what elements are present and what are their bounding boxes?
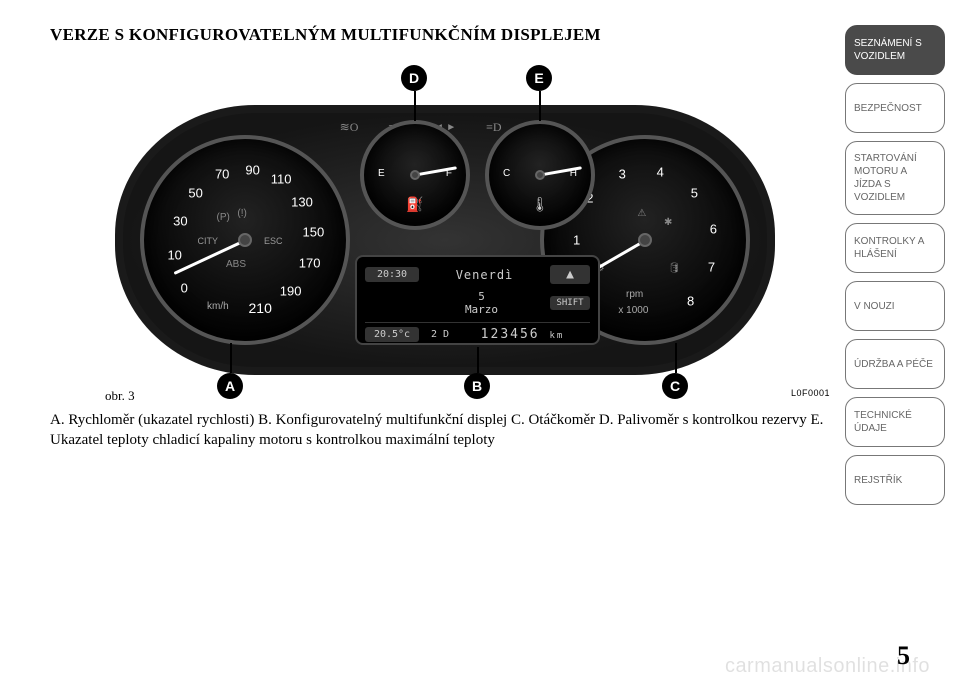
tab-index[interactable]: REJSTŘÍK (845, 455, 945, 505)
coolant-temp-icon: 🌡 (531, 197, 549, 214)
up-arrow-icon: ▲ (550, 265, 590, 284)
lcd-clock: 20:30 (365, 267, 419, 282)
tab-maintenance[interactable]: ÚDRŽBA A PÉČE (845, 339, 945, 389)
low-beam-icon: ≡D (486, 120, 501, 135)
handbrake-icon: (P) (217, 212, 230, 223)
chapter-tabs: SEZNÁMENÍ S VOZIDLEM BEZPEČNOST STARTOVÁ… (845, 25, 945, 513)
tab-safety[interactable]: BEZPEČNOST (845, 83, 945, 133)
tab-vehicle-intro[interactable]: SEZNÁMENÍ S VOZIDLEM (845, 25, 945, 75)
tab-emergency[interactable]: V NOUZI (845, 281, 945, 331)
figure-label: obr. 3 (105, 388, 135, 404)
lcd-gear: 2 D (425, 329, 455, 340)
fuel-pump-icon: ⛽ (406, 197, 423, 214)
tab-warning-lights[interactable]: KONTROLKY A HLÁŠENÍ (845, 223, 945, 273)
lcd-odometer: 123456 (481, 327, 540, 342)
brake-icon: (!) (237, 208, 246, 219)
city-mode-label: CITY (198, 236, 219, 246)
airbag-icon: ✱ (664, 217, 672, 228)
multifunction-display: 20:30 Venerdì ▲ 5 Marzo SHIFT 20.5°c (355, 255, 600, 345)
tab-starting-driving[interactable]: STARTOVÁNÍ MOTORU A JÍZDA S VOZIDLEM (845, 141, 945, 215)
callout-c: C (662, 373, 688, 399)
figure-caption: A. Rychloměr (ukazatel rychlosti) B. Kon… (50, 410, 840, 451)
fog-front-icon: ≋O (340, 120, 359, 135)
lcd-day: Venerdì (425, 268, 544, 282)
tab-tech-specs[interactable]: TECHNICKÉ ÚDAJE (845, 397, 945, 447)
speedometer-gauge: 0 10 30 50 70 90 110 130 150 170 190 210… (140, 135, 350, 345)
esc-label: ESC (264, 236, 283, 246)
callout-a: A (217, 373, 243, 399)
temp-gauge: C H 🌡 (485, 120, 595, 230)
oil-icon: 🛢 (668, 263, 681, 274)
callout-b: B (464, 373, 490, 399)
figure-code: L0F0001 (791, 388, 830, 404)
fuel-gauge: E F ⛽ (360, 120, 470, 230)
callout-e: E (526, 65, 552, 91)
lcd-outside-temp: 20.5°c (365, 327, 419, 342)
instrument-cluster-figure: ≋O ≡D ◄ ► ≡D O≋ 0 10 30 50 70 90 110 130… (50, 65, 840, 380)
page-title: VERZE S KONFIGUROVATELNÝM MULTIFUNKČNÍM … (50, 25, 840, 45)
watermark: carmanualsonline.info (725, 655, 930, 678)
seatbelt-icon: ⚠ (637, 208, 646, 219)
shift-indicator: SHIFT (550, 296, 590, 310)
abs-icon: ABS (226, 259, 246, 270)
callout-d: D (401, 65, 427, 91)
